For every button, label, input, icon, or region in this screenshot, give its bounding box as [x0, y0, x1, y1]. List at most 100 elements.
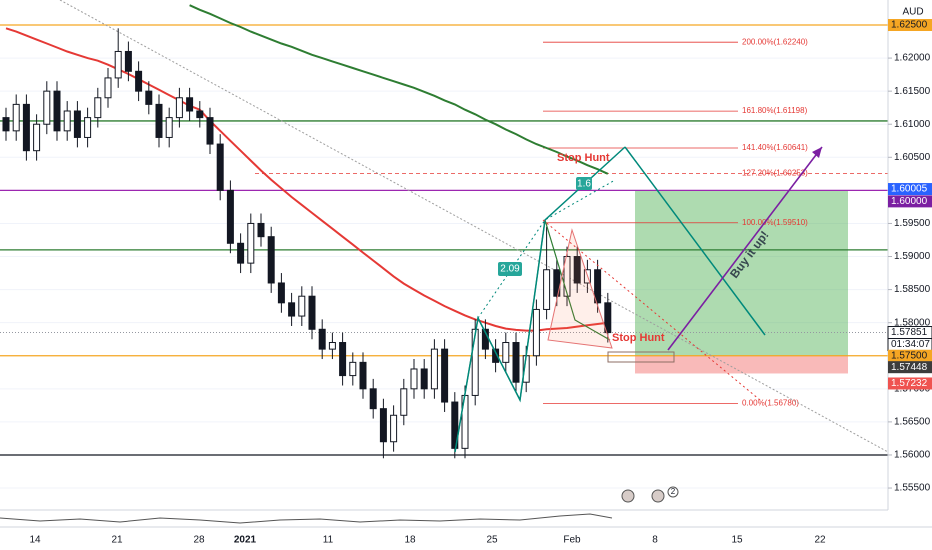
currency: AUD: [902, 7, 923, 18]
candle-body: [114, 50, 122, 79]
ratio-label: 2.09: [500, 264, 520, 275]
price-tag: [888, 195, 932, 208]
candle-body: [379, 408, 387, 443]
candle-body: [328, 342, 336, 350]
projection: [454, 146, 626, 453]
y-tick-label: 1.60500: [894, 152, 931, 163]
projection: [624, 146, 766, 336]
fib-label: 161.80%(1.61198): [742, 106, 808, 115]
candle-body: [400, 388, 408, 416]
candle-body: [206, 117, 214, 145]
pattern: [547, 228, 613, 349]
buy-arrow: [667, 146, 823, 351]
candle-body: [369, 388, 377, 410]
x-tick-label: Feb: [563, 535, 581, 546]
price-tag-label: 1.57448: [891, 362, 928, 373]
candle-body: [257, 222, 265, 238]
candle-body: [43, 90, 51, 125]
price-tag-label: 1.57851: [891, 327, 928, 338]
x-tick-label: 15: [731, 535, 743, 546]
candle-body: [430, 348, 438, 390]
candle-body: [492, 348, 500, 363]
price-tag: [888, 19, 932, 32]
fib-label: 127.20%(1.60253): [742, 169, 808, 178]
candle-body: [594, 269, 602, 304]
ratio-box: [498, 262, 522, 276]
candle-body: [33, 123, 41, 152]
candle-body: [73, 110, 81, 138]
price-tag-label: 1.60000: [891, 196, 928, 207]
candle-body: [267, 236, 275, 284]
price-tag-label: 1.62500: [891, 20, 928, 31]
candle-body: [247, 222, 255, 264]
zone: [607, 351, 675, 363]
fib-label: 141.40%(1.60641): [742, 143, 808, 152]
price-tag: [888, 183, 932, 196]
event-icon[interactable]: [621, 489, 635, 503]
candle-body: [502, 342, 510, 363]
price-tag-label: 1.57232: [891, 378, 928, 389]
annotation: Stop Hunt: [557, 152, 610, 164]
ratio-box: [576, 177, 592, 190]
y-tick-label: 1.61500: [894, 86, 931, 97]
x-tick-label: 14: [29, 535, 41, 546]
background-layer: 200.00%(1.62240) 161.80%(1.61198) 141.40%(…: [0, 24, 888, 489]
y-tick-label: 1.58000: [894, 317, 931, 328]
fib-label: 200.00%(1.62240): [742, 37, 808, 46]
price-tag-label: 1.57500: [891, 350, 928, 361]
candle-body: [63, 110, 71, 132]
y-tick-label: 1.59500: [894, 218, 931, 229]
candle-body: [441, 348, 449, 403]
arrow-head: [812, 147, 822, 158]
annotation: Stop Hunt: [612, 332, 665, 344]
fib-label: 100.00%(1.59510): [742, 218, 808, 227]
trendline: [59, 0, 889, 453]
x-tick-label: 28: [193, 535, 205, 546]
x-tick-label: 21: [111, 535, 123, 546]
moving-average: [189, 4, 609, 175]
y-tick-label: 1.58500: [894, 284, 931, 295]
candle-body: [553, 269, 561, 297]
candle-body: [226, 189, 234, 244]
candle-body: [237, 242, 245, 264]
candle-body: [165, 117, 173, 138]
x-tick-label: 2021: [234, 535, 257, 546]
x-tick-label: 18: [404, 535, 416, 546]
x-tick-label: 11: [323, 535, 334, 546]
candle-body: [12, 103, 20, 132]
candle-body: [410, 368, 418, 390]
price-tag: [888, 349, 932, 362]
candle-body: [298, 295, 306, 317]
y-tick-label: 1.62000: [894, 53, 931, 64]
price-axis: [888, 0, 932, 510]
candle-body: [359, 361, 367, 390]
stop-zone: [635, 355, 848, 374]
y-tick-label: 1.56500: [894, 417, 931, 428]
y-tick-label: 1.61000: [894, 119, 931, 130]
oscillator: [0, 513, 613, 524]
candle-body: [573, 256, 581, 284]
price-tag-label: 1.60005: [891, 184, 928, 195]
candle-body: [196, 110, 204, 119]
candle-body: [532, 308, 540, 357]
candle-body: [175, 97, 183, 119]
candle-body: [563, 256, 571, 297]
candle-body: [84, 117, 92, 138]
y-tick-label: 1.55500: [894, 483, 931, 494]
candle-body: [420, 368, 428, 390]
price-tag: [888, 361, 932, 374]
candle-body: [145, 90, 153, 105]
candle-body: [2, 117, 10, 132]
candle-body: [349, 361, 357, 377]
candle-body: [318, 328, 326, 350]
x-tick-label: 22: [814, 535, 826, 546]
candle-body: [339, 342, 347, 377]
main-layer: [2, 4, 612, 459]
event-icon[interactable]: [651, 489, 665, 503]
candle-body: [135, 70, 143, 92]
ratio-label: 1.6: [577, 179, 591, 190]
candle-body: [308, 295, 316, 330]
candle-body: [277, 282, 285, 304]
candle-body: [451, 401, 459, 449]
